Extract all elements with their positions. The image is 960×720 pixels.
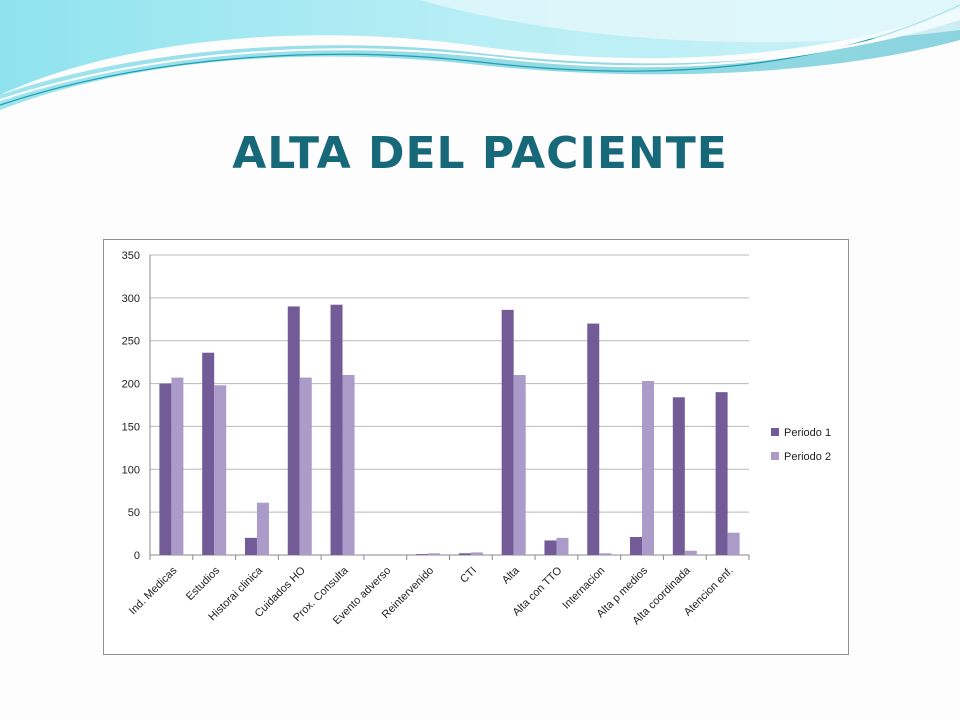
y-tick-label: 50 <box>128 507 140 519</box>
bar-series-2 <box>214 385 227 555</box>
bar-series-1 <box>587 323 600 555</box>
bar-series-2 <box>513 375 526 555</box>
y-tick-label: 100 <box>122 464 140 476</box>
bar-series-2 <box>470 552 483 555</box>
bar-series-1 <box>544 540 557 555</box>
bar-series-2 <box>299 377 312 555</box>
bar-series-1 <box>159 383 172 555</box>
legend-swatch-series-2 <box>771 452 779 460</box>
bar-series-1 <box>330 304 343 555</box>
bar-series-2 <box>684 550 697 555</box>
bar-series-2 <box>428 553 441 555</box>
y-tick-label: 250 <box>122 336 140 348</box>
bar-series-2 <box>642 381 655 555</box>
bar-series-1 <box>715 392 728 555</box>
bar-series-2 <box>556 537 569 555</box>
bar-series-1 <box>501 309 514 555</box>
header-wave-decoration <box>0 0 960 110</box>
bar-chart: 0 50 100 150 200 250 300 350 Ind. Medicas Estudio… <box>122 250 831 627</box>
y-tick-label: 200 <box>122 379 140 391</box>
x-tick-label: CTI <box>458 565 479 586</box>
bar-series-1 <box>244 537 257 555</box>
legend-label-series-1: Periodo 1 <box>784 427 831 439</box>
y-tick-label: 150 <box>122 421 140 433</box>
x-tick-label: Internacion <box>560 565 607 612</box>
bar-series-1 <box>202 352 215 555</box>
bar-series-1 <box>672 397 685 555</box>
bar-series-1 <box>416 554 429 555</box>
bar-series-1 <box>630 537 643 555</box>
bar-series-1 <box>458 553 471 555</box>
bar-series-2 <box>171 377 184 555</box>
bar-series-2 <box>727 532 740 555</box>
x-tick-label: Estudios <box>184 564 223 603</box>
chart-frame: 0 50 100 150 200 250 300 350 Ind. Medicas Estudio… <box>103 239 849 655</box>
legend-label-series-2: Periodo 2 <box>784 451 831 463</box>
x-tick-label: Ind. Medicas <box>127 564 180 617</box>
bar-series-2 <box>342 375 355 555</box>
y-tick-label: 350 <box>122 250 140 262</box>
bar-series-2 <box>599 553 612 555</box>
x-tick-label: Alta <box>500 564 523 587</box>
bar-series-1 <box>287 306 300 555</box>
legend-swatch-series-1 <box>771 428 779 436</box>
slide-title: ALTA DEL PACIENTE <box>232 128 728 179</box>
y-tick-label: 0 <box>134 550 140 562</box>
y-tick-label: 300 <box>122 293 140 305</box>
bar-series-2 <box>256 502 269 555</box>
